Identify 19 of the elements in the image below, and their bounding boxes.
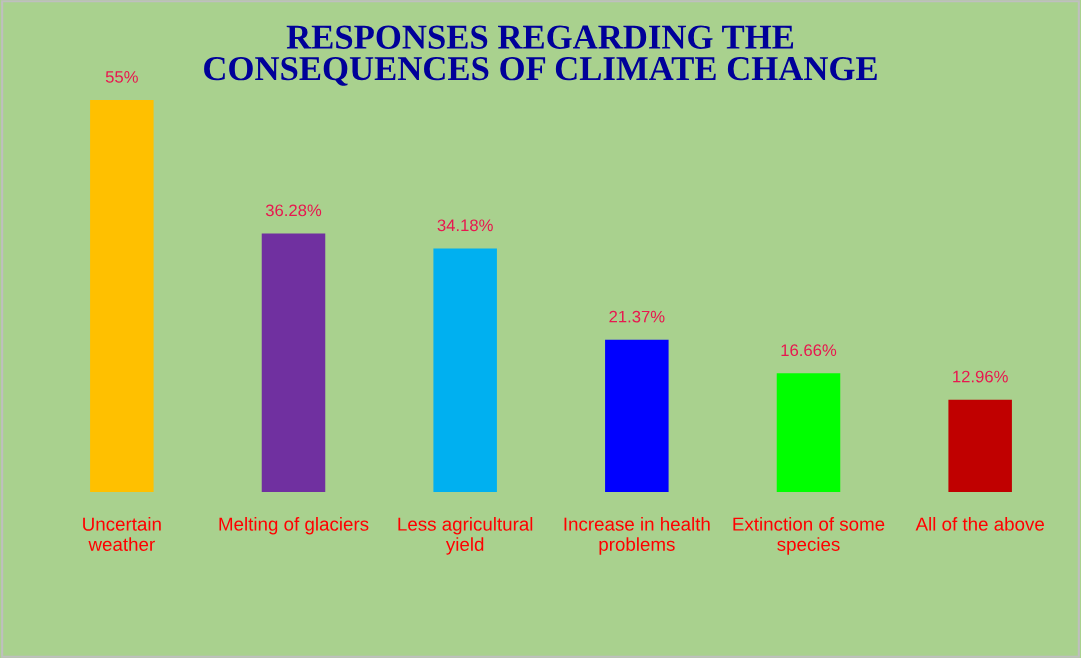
bar: [605, 339, 669, 492]
data-label: 16.66%: [781, 344, 837, 357]
x-tick-label: Extinction of some species: [733, 517, 885, 555]
bar: [261, 233, 326, 492]
data-label: 21.37%: [609, 310, 665, 323]
x-tick-label: All of the above: [915, 517, 1044, 531]
x-tick-label: Uncertain weather: [83, 517, 161, 551]
x-tick-label: Less agricultural yield: [398, 517, 533, 555]
data-label: 36.28%: [265, 204, 322, 217]
data-label: 34.18%: [437, 219, 493, 232]
data-label: 55%: [105, 71, 138, 83]
bar: [90, 100, 154, 492]
x-tick-label: Melting of glaciers: [219, 517, 369, 535]
bar: [948, 399, 1012, 492]
x-tick-label: Increase in health problems: [564, 517, 710, 555]
bar: [433, 248, 497, 492]
bar: [776, 373, 841, 492]
data-label: 12.96%: [953, 370, 1008, 383]
chart-title: RESPONSES REGARDING THE CONSEQUENCES OF CLIMATE CHANGE: [204, 25, 877, 86]
